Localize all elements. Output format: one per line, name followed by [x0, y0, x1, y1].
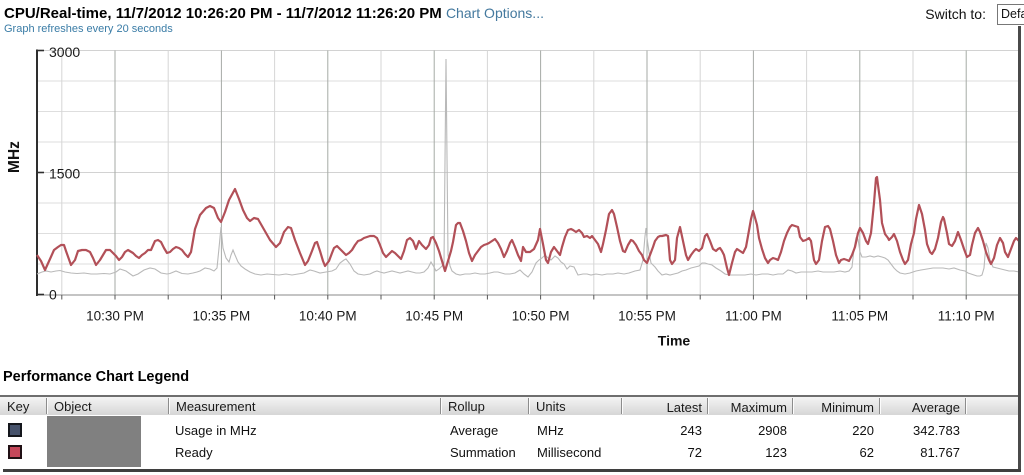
svg-text:11:10 PM: 11:10 PM	[938, 309, 995, 324]
svg-text:MHz: MHz	[6, 141, 23, 173]
svg-text:Time: Time	[658, 333, 691, 349]
svg-text:10:30 PM: 10:30 PM	[86, 309, 144, 324]
svg-text:11:05 PM: 11:05 PM	[831, 309, 888, 324]
svg-text:10:40 PM: 10:40 PM	[299, 309, 357, 324]
svg-text:10:55 PM: 10:55 PM	[618, 309, 676, 324]
svg-text:3000: 3000	[49, 44, 80, 60]
svg-text:1500: 1500	[49, 166, 80, 182]
svg-text:0: 0	[49, 287, 57, 303]
svg-text:11:00 PM: 11:00 PM	[725, 309, 782, 324]
svg-text:10:50 PM: 10:50 PM	[512, 309, 570, 324]
svg-text:10:35 PM: 10:35 PM	[193, 309, 251, 324]
svg-text:10:45 PM: 10:45 PM	[405, 309, 463, 324]
